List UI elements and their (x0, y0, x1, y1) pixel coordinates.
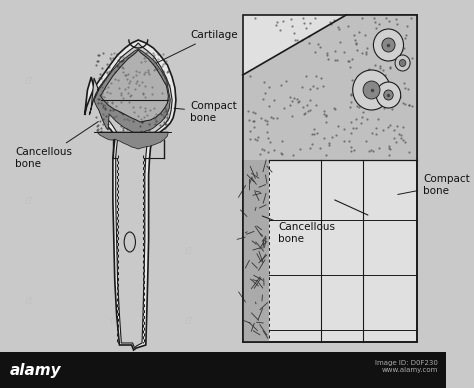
Circle shape (399, 59, 406, 66)
Circle shape (374, 29, 403, 61)
Text: a: a (297, 203, 305, 217)
Polygon shape (243, 15, 417, 160)
Text: a: a (25, 194, 32, 206)
Polygon shape (100, 50, 168, 122)
Text: Image ID: D0F230
www.alamy.com: Image ID: D0F230 www.alamy.com (375, 360, 438, 373)
Text: Compact
bone: Compact bone (398, 174, 470, 196)
Text: a: a (184, 244, 192, 256)
Text: alamy: alamy (9, 364, 61, 379)
Text: a: a (25, 73, 32, 87)
Circle shape (363, 81, 380, 99)
Polygon shape (243, 160, 269, 342)
Text: Cancellous
bone: Cancellous bone (15, 121, 98, 169)
Polygon shape (97, 132, 168, 149)
Circle shape (376, 82, 401, 108)
Text: Compact
bone: Compact bone (174, 101, 237, 123)
Circle shape (395, 55, 410, 71)
Polygon shape (94, 49, 170, 134)
Text: a: a (25, 293, 32, 307)
Text: a: a (297, 303, 305, 317)
Text: Cancellous
bone: Cancellous bone (262, 216, 336, 244)
Ellipse shape (124, 232, 136, 252)
Text: a: a (109, 314, 117, 326)
Text: Cartilage: Cartilage (155, 30, 237, 64)
Polygon shape (90, 43, 172, 348)
Circle shape (353, 70, 391, 110)
Text: a: a (184, 314, 192, 326)
Circle shape (382, 38, 395, 52)
Bar (243, 15, 417, 342)
Polygon shape (85, 40, 176, 350)
Bar (0, 352, 446, 388)
Text: a: a (373, 303, 380, 317)
Circle shape (384, 90, 393, 100)
